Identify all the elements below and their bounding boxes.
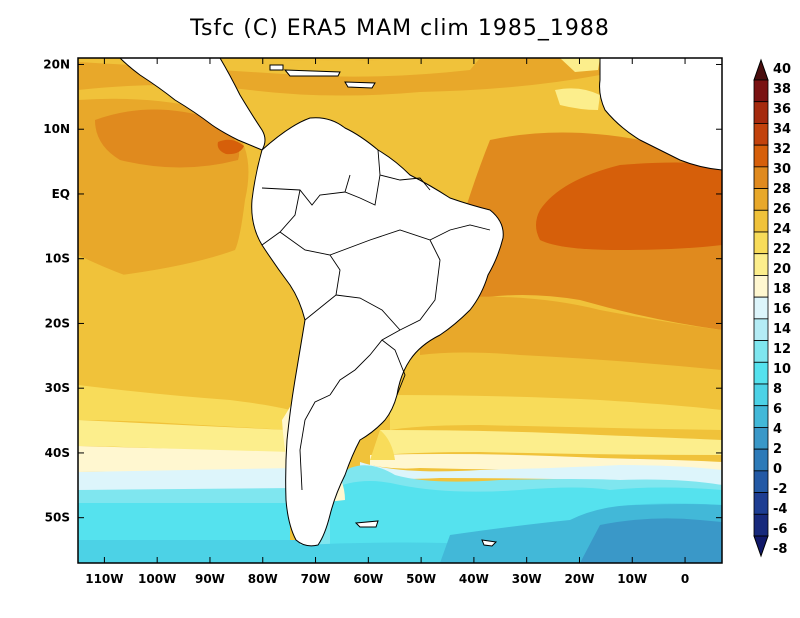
lat-label: 50S — [45, 511, 70, 525]
south-america-landmass — [251, 117, 504, 547]
colorbar-label: 10 — [773, 362, 791, 377]
colorbar-label: 30 — [773, 162, 791, 177]
land-masses — [118, 57, 723, 547]
colorbar-segment — [753, 166, 769, 189]
latitude-axis: 20N 10N EQ 10S 20S 30S 40S 50S — [43, 57, 722, 525]
colorbar-label: 32 — [773, 142, 791, 157]
lon-label: 90W — [195, 572, 225, 586]
colorbar-segment — [753, 209, 769, 233]
colorbar-label: -6 — [773, 522, 787, 537]
colorbar-label: 6 — [773, 402, 782, 417]
colorbar-segment — [753, 470, 769, 493]
colorbar-label: 24 — [773, 222, 791, 237]
lon-label: 40W — [459, 572, 489, 586]
colorbar-segment — [753, 361, 769, 385]
lon-label: 0 — [681, 572, 689, 586]
colorbar-segment — [753, 253, 769, 276]
colorbar-segment — [753, 144, 769, 168]
colorbar-label: 2 — [773, 442, 782, 457]
lat-label: 10S — [45, 252, 70, 266]
colorbar-segment — [753, 405, 769, 428]
colorbar-segment — [753, 448, 769, 472]
lat-label: 30S — [45, 381, 70, 395]
south-georgia — [481, 539, 498, 547]
colorbar-label: 20 — [773, 262, 791, 277]
lon-label: 60W — [353, 572, 383, 586]
lon-label: 50W — [406, 572, 436, 586]
longitude-axis: 110W 100W 90W 80W 70W 60W 50W 40W 30W 20W 10W 0 — [85, 58, 689, 586]
colorbar-label: 28 — [773, 182, 791, 197]
colorbar-label: 38 — [773, 82, 791, 97]
lat-label: 20N — [43, 57, 70, 71]
central-america-landmass — [118, 57, 266, 151]
lon-label: 70W — [301, 572, 331, 586]
colorbar-label: 14 — [773, 322, 791, 337]
colorbar-label: 4 — [773, 422, 782, 437]
colorbar-segment — [753, 318, 769, 341]
lon-label: 30W — [512, 572, 542, 586]
lon-label: 10W — [617, 572, 647, 586]
map-title: Tsfc (C) ERA5 MAM clim 1985_1988 — [190, 16, 610, 41]
colorbar-label: 12 — [773, 342, 791, 357]
colorbar-label: 36 — [773, 102, 791, 117]
colorbar-segment — [753, 296, 769, 320]
colorbar-segment — [753, 101, 769, 124]
colorbar-label: -4 — [773, 502, 787, 517]
lon-label: 80W — [248, 572, 278, 586]
colorbar-segment — [753, 492, 769, 515]
colorbar-label: -2 — [773, 482, 787, 497]
colorbar-segment — [753, 513, 769, 537]
colorbar-label: 18 — [773, 282, 791, 297]
lon-label: 100W — [138, 572, 176, 586]
caribbean-islands — [269, 64, 376, 89]
colorbar-segment — [753, 275, 769, 298]
west-africa-landmass — [599, 57, 723, 171]
colorbar-label: 22 — [773, 242, 791, 257]
colorbar-label: -8 — [773, 542, 787, 557]
map-frame — [77, 57, 723, 564]
colorbar-segment — [753, 123, 769, 146]
colorbar-segment — [753, 231, 769, 255]
lat-label: 20S — [45, 316, 70, 330]
colorbar-segment — [753, 188, 769, 211]
colorbar-label: 34 — [773, 122, 791, 137]
lat-label: EQ — [52, 187, 70, 201]
colorbar-label: 8 — [773, 382, 782, 397]
lon-label: 110W — [85, 572, 123, 586]
colorbar-label: 16 — [773, 302, 791, 317]
colorbar-segment — [753, 79, 769, 103]
colorbar-segment — [753, 427, 769, 450]
colorbar-max-triangle — [753, 58, 769, 81]
lat-label: 40S — [45, 446, 70, 460]
colorbar-label: 0 — [773, 462, 782, 477]
lon-label: 20W — [565, 572, 595, 586]
falkland-islands — [354, 520, 379, 528]
colorbar-segment — [753, 340, 769, 363]
colorbar-segment — [753, 383, 769, 407]
colorbar-label: 26 — [773, 202, 791, 217]
colorbar-label: 40 — [773, 62, 791, 77]
country-borders — [261, 149, 491, 491]
colorbar: 4038363432302826242220181614121086420-2-… — [753, 58, 791, 558]
lat-label: 10N — [43, 122, 70, 136]
colorbar-min-triangle — [753, 535, 769, 558]
